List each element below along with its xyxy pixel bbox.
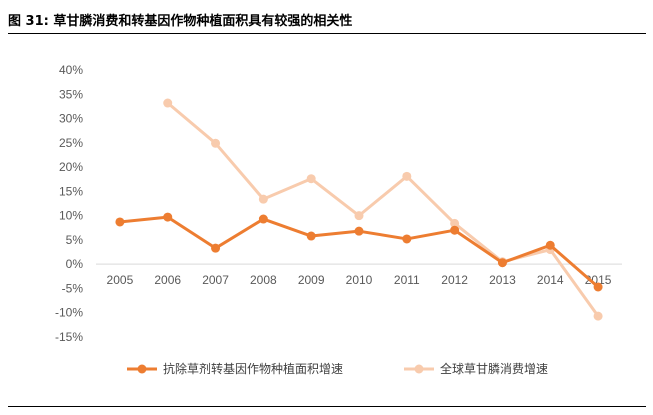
data-point: [593, 282, 603, 292]
x-tick-label: 2008: [250, 273, 277, 287]
y-tick-labels: 40% 35% 30% 25% 20% 15% 10% 5% 0% -5% -10% -15%: [55, 63, 83, 344]
legend-label: 抗除草剂转基因作物种植面积增速: [163, 361, 343, 376]
data-point: [402, 234, 412, 244]
series-line: [166, 101, 600, 318]
data-point: [306, 174, 316, 184]
y-tick-label: 40%: [59, 63, 83, 77]
x-tick-label: 2015: [585, 273, 612, 287]
data-point: [306, 231, 316, 241]
data-point: [593, 311, 603, 321]
data-point: [163, 98, 173, 108]
y-tick-label: -10%: [55, 306, 83, 320]
series-layer: [115, 98, 603, 321]
figure-title: 图 31: 草甘膦消费和转基因作物种植面积具有较强的相关性: [8, 14, 353, 29]
data-point: [211, 138, 221, 148]
y-tick-label: 25%: [59, 136, 83, 150]
x-tick-label: 2010: [346, 273, 373, 287]
y-tick-label: 30%: [59, 112, 83, 126]
x-tick-label: 2013: [489, 273, 516, 287]
data-point: [163, 212, 173, 222]
x-tick-label: 2006: [154, 273, 181, 287]
legend-label: 全球草甘膦消费增速: [440, 361, 548, 376]
series-2: [163, 98, 603, 321]
y-tick-label: 0%: [66, 257, 84, 271]
x-tick-label: 2005: [107, 273, 134, 287]
y-tick-label: -5%: [62, 281, 84, 295]
data-point: [497, 258, 507, 268]
data-point: [354, 211, 364, 221]
legend-marker: [414, 364, 424, 374]
bottom-divider: [8, 406, 646, 407]
data-point: [545, 240, 555, 250]
data-point: [450, 225, 460, 235]
x-tick-label: 2011: [394, 273, 420, 287]
data-point: [402, 171, 412, 181]
x-tick-label: 2014: [537, 273, 564, 287]
x-tick-label: 2012: [441, 273, 468, 287]
y-tick-label: 5%: [66, 233, 84, 247]
y-tick-label: -15%: [55, 330, 83, 344]
legend-marker: [137, 364, 147, 374]
legend-item: 抗除草剂转基因作物种植面积增速: [127, 361, 343, 376]
top-divider: [8, 33, 646, 34]
data-point: [450, 218, 460, 228]
series-1: [115, 212, 603, 292]
x-tick-label: 2007: [202, 273, 229, 287]
data-point: [211, 243, 221, 253]
x-tick-label: 2009: [298, 273, 325, 287]
y-tick-label: 10%: [59, 209, 83, 223]
y-tick-label: 20%: [59, 160, 83, 174]
legend-item: 全球草甘膦消费增速: [404, 361, 548, 376]
data-point: [258, 194, 268, 204]
y-tick-label: 15%: [59, 184, 83, 198]
x-tick-labels: 2005 2006 2007 2008 2009 2010 2011 2012 2013 2014…: [107, 273, 612, 287]
data-point: [115, 217, 125, 227]
data-point: [258, 214, 268, 224]
y-tick-label: 35%: [59, 87, 83, 101]
data-point: [354, 226, 364, 236]
legend: 抗除草剂转基因作物种植面积增速 全球草甘膦消费增速: [127, 361, 548, 376]
